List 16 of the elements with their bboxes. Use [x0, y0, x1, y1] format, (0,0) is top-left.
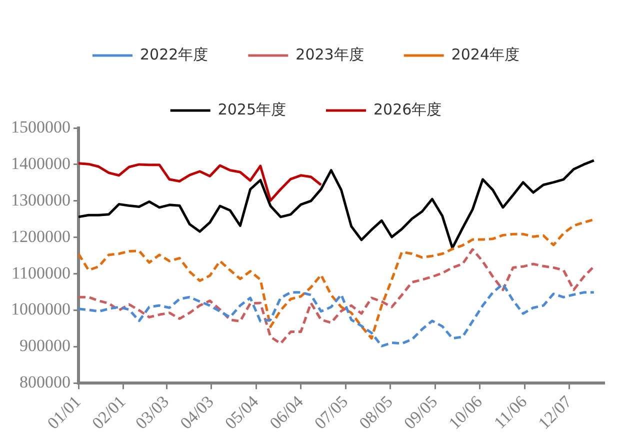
- legend-label: 2023年度: [296, 45, 364, 64]
- legend-label: 2024年度: [451, 45, 520, 64]
- legend-label: 2026年度: [374, 100, 442, 118]
- y-tick-label: 900000: [20, 336, 70, 356]
- line-series: [78, 248, 596, 345]
- legend-label: 2022年度: [140, 45, 208, 64]
- y-tick-label: 800000: [20, 372, 70, 392]
- y-tick-label: 1300000: [11, 190, 70, 210]
- y-tick-label: 1500000: [11, 117, 70, 136]
- line-series: [78, 218, 596, 340]
- y-tick-label: 1000000: [11, 300, 70, 319]
- y-tick-label: 1400000: [11, 154, 70, 173]
- y-tick-label: 1100000: [12, 263, 70, 282]
- line-series: [78, 282, 596, 348]
- legend-label: 2025年度: [218, 100, 286, 118]
- y-tick-label: 1200000: [11, 226, 70, 246]
